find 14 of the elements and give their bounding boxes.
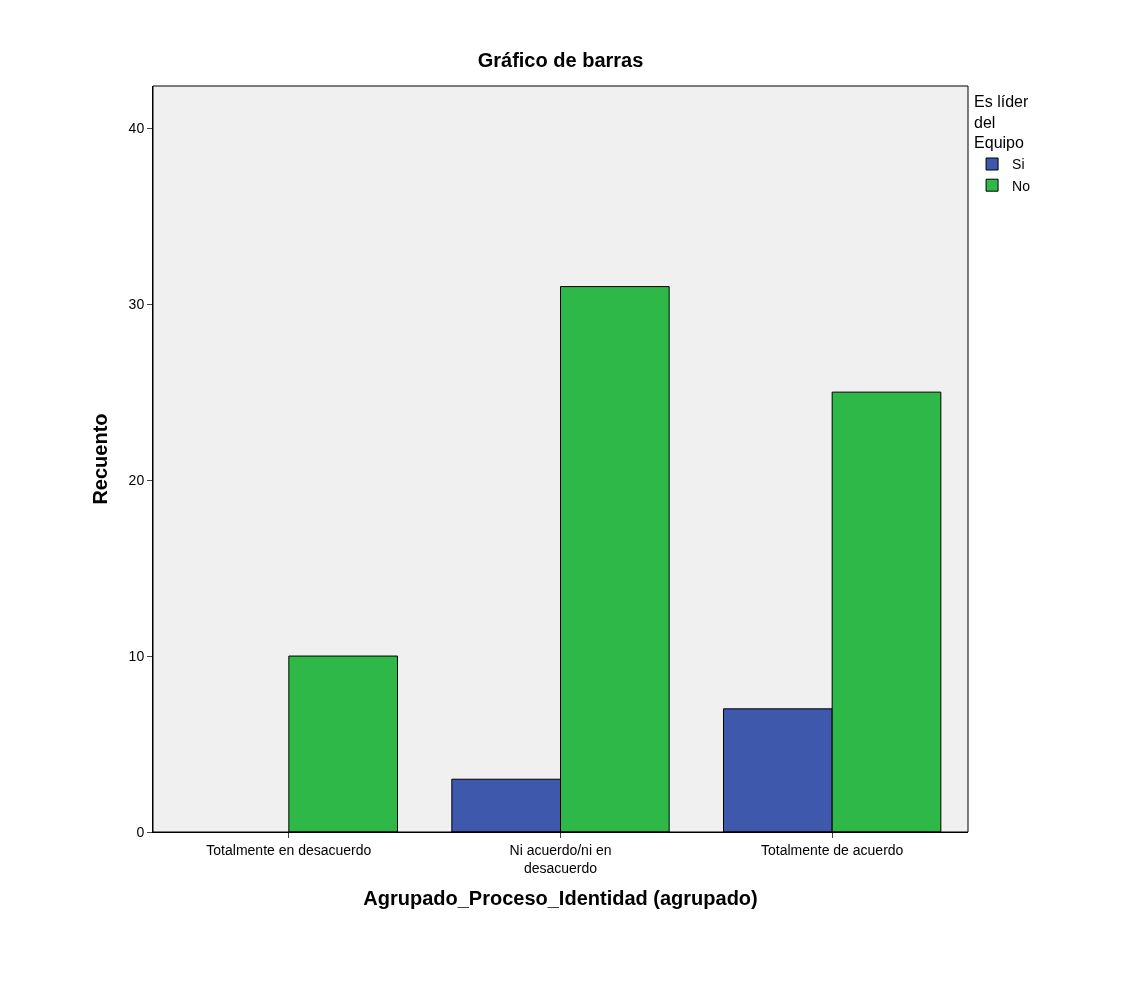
x-tick-label: Totalmente de acuerdo — [760, 841, 904, 858]
legend-label: Si — [1012, 156, 1025, 173]
legend-label: No — [1012, 177, 1031, 194]
x-tick-label: Ni acuerdo/ni en desacuerdo — [509, 841, 612, 876]
y-tick-label: 30 — [128, 296, 145, 313]
y-tick-label: 0 — [136, 823, 145, 840]
chart-title: Gráfico de barras — [477, 49, 644, 71]
y-tick-label: 40 — [128, 120, 145, 137]
y-tick-label: 20 — [128, 472, 145, 489]
y-tick-label: 10 — [128, 647, 145, 664]
y-axis-title: Recuento — [89, 413, 112, 505]
legend-title: Es líder del Equipo — [974, 92, 1029, 152]
x-axis-title: Agrupado_Proceso_Identidad (agrupado) — [363, 886, 758, 909]
x-tick-label: Totalmente en desacuerdo — [206, 841, 372, 858]
